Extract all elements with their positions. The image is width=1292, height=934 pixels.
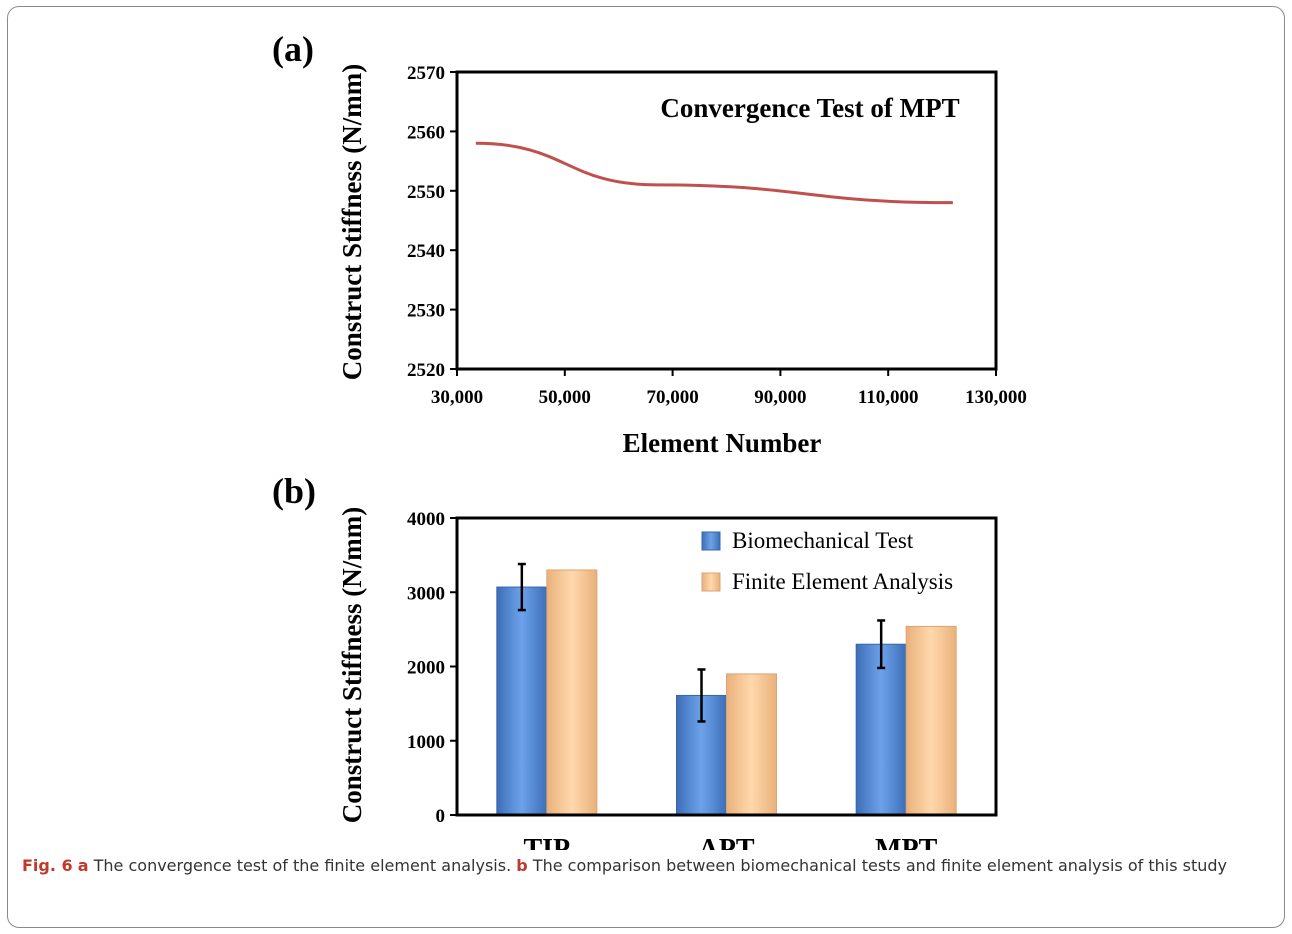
line-chart-xlabel: Element Number (623, 428, 822, 458)
y-tick-label: 2570 (407, 63, 445, 84)
figure-caption: Fig. 6 a The convergence test of the fin… (22, 853, 1272, 878)
bar-tip-series-0 (496, 586, 548, 816)
legend-label: Finite Element Analysis (732, 569, 953, 594)
y-tick-label: 2560 (407, 122, 445, 143)
x-tick-label: 130,000 (965, 387, 1027, 408)
bar-chart-plot-frame (455, 516, 998, 817)
bar-tip-series-1 (546, 569, 598, 816)
x-tick-label: 50,000 (539, 387, 591, 408)
y-tick-label: 2520 (407, 360, 445, 381)
x-tick-label: 110,000 (858, 387, 919, 408)
y-tick-label: 2530 (407, 301, 445, 322)
category-label-apt: APT (699, 834, 755, 850)
figure-frame (7, 6, 1285, 928)
caption-b-text: The comparison between biomechanical tes… (532, 856, 1227, 875)
y-tick-label: 3000 (407, 583, 445, 604)
legend-swatch (701, 572, 721, 592)
legend-label: Biomechanical Test (732, 528, 914, 553)
y-tick-label: 0 (436, 806, 446, 827)
panel-b-label: (b) (272, 471, 316, 511)
line-chart-plot-frame (455, 70, 998, 371)
x-tick-label: 30,000 (431, 387, 483, 408)
category-label-mpt: MPT (875, 834, 938, 850)
bar-mpt-series-1 (905, 625, 957, 816)
bar-chart-comparison: Construct Stiffness (N/mm) 0 1000 2000 3000… (337, 507, 998, 850)
x-tick-label: 90,000 (754, 387, 806, 408)
bar-mpt-series-0 (855, 643, 907, 816)
caption-a-tag: a (77, 856, 89, 875)
line-chart-title: Convergence Test of MPT (660, 93, 959, 123)
line-chart-convergence: Construct Stiffness (N/mm) Element Numbe… (337, 63, 1027, 458)
bar-chart-ylabel: Construct Stiffness (N/mm) (337, 507, 367, 823)
panel-a-label: (a) (272, 29, 314, 69)
y-tick-label: 2540 (407, 241, 445, 262)
legend-swatch (701, 531, 721, 551)
category-label-tip: TIP (523, 834, 570, 850)
x-tick-label: 70,000 (646, 387, 698, 408)
y-tick-label: 2000 (407, 658, 445, 679)
caption-a-text: The convergence test of the finite eleme… (93, 856, 512, 875)
y-tick-label: 4000 (407, 509, 445, 530)
caption-b-tag: b (516, 856, 528, 875)
y-tick-label: 1000 (407, 732, 445, 753)
series-line (475, 141, 953, 205)
line-chart-ylabel: Construct Stiffness (N/mm) (337, 64, 367, 380)
bar-apt-series-1 (726, 673, 777, 816)
caption-fig-label: Fig. 6 (22, 856, 73, 875)
y-tick-label: 2550 (407, 182, 445, 203)
